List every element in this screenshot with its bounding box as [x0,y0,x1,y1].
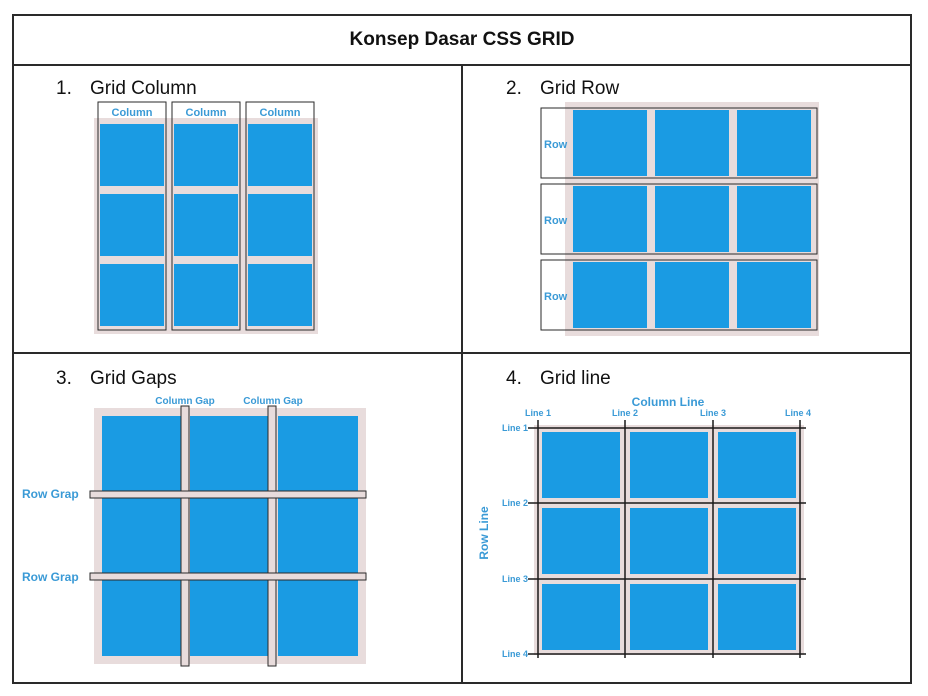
section-1-heading: 1. Grid Column [56,78,197,100]
section-1-title: Grid Column [90,78,197,99]
section-4-title: Grid line [540,368,611,389]
section-4-number: 4. [506,368,522,389]
section-2-heading: 2. Grid Row [506,78,619,100]
section-2-title: Grid Row [540,78,620,99]
section-2-number: 2. [506,78,522,99]
document-frame: Konsep Dasar CSS GRID 1. Grid Column 2. Gr… [12,14,912,684]
section-3-heading: 3. Grid Gaps [56,368,177,390]
document-title: Konsep Dasar CSS GRID [349,29,575,50]
section-1-number: 1. [56,78,72,99]
section-3-number: 3. [56,368,72,389]
section-3-title: Grid Gaps [90,368,177,389]
column-divider [461,64,463,682]
section-4-heading: 4. Grid line [506,368,611,390]
